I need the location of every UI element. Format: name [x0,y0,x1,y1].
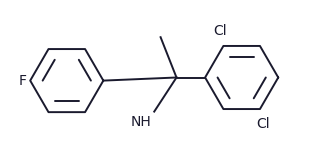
Text: NH: NH [130,115,151,129]
Text: Cl: Cl [256,117,270,131]
Text: F: F [18,74,26,88]
Text: Cl: Cl [213,24,227,38]
